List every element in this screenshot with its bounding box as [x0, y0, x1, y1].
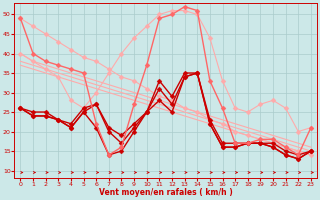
- X-axis label: Vent moyen/en rafales ( km/h ): Vent moyen/en rafales ( km/h ): [99, 188, 233, 197]
